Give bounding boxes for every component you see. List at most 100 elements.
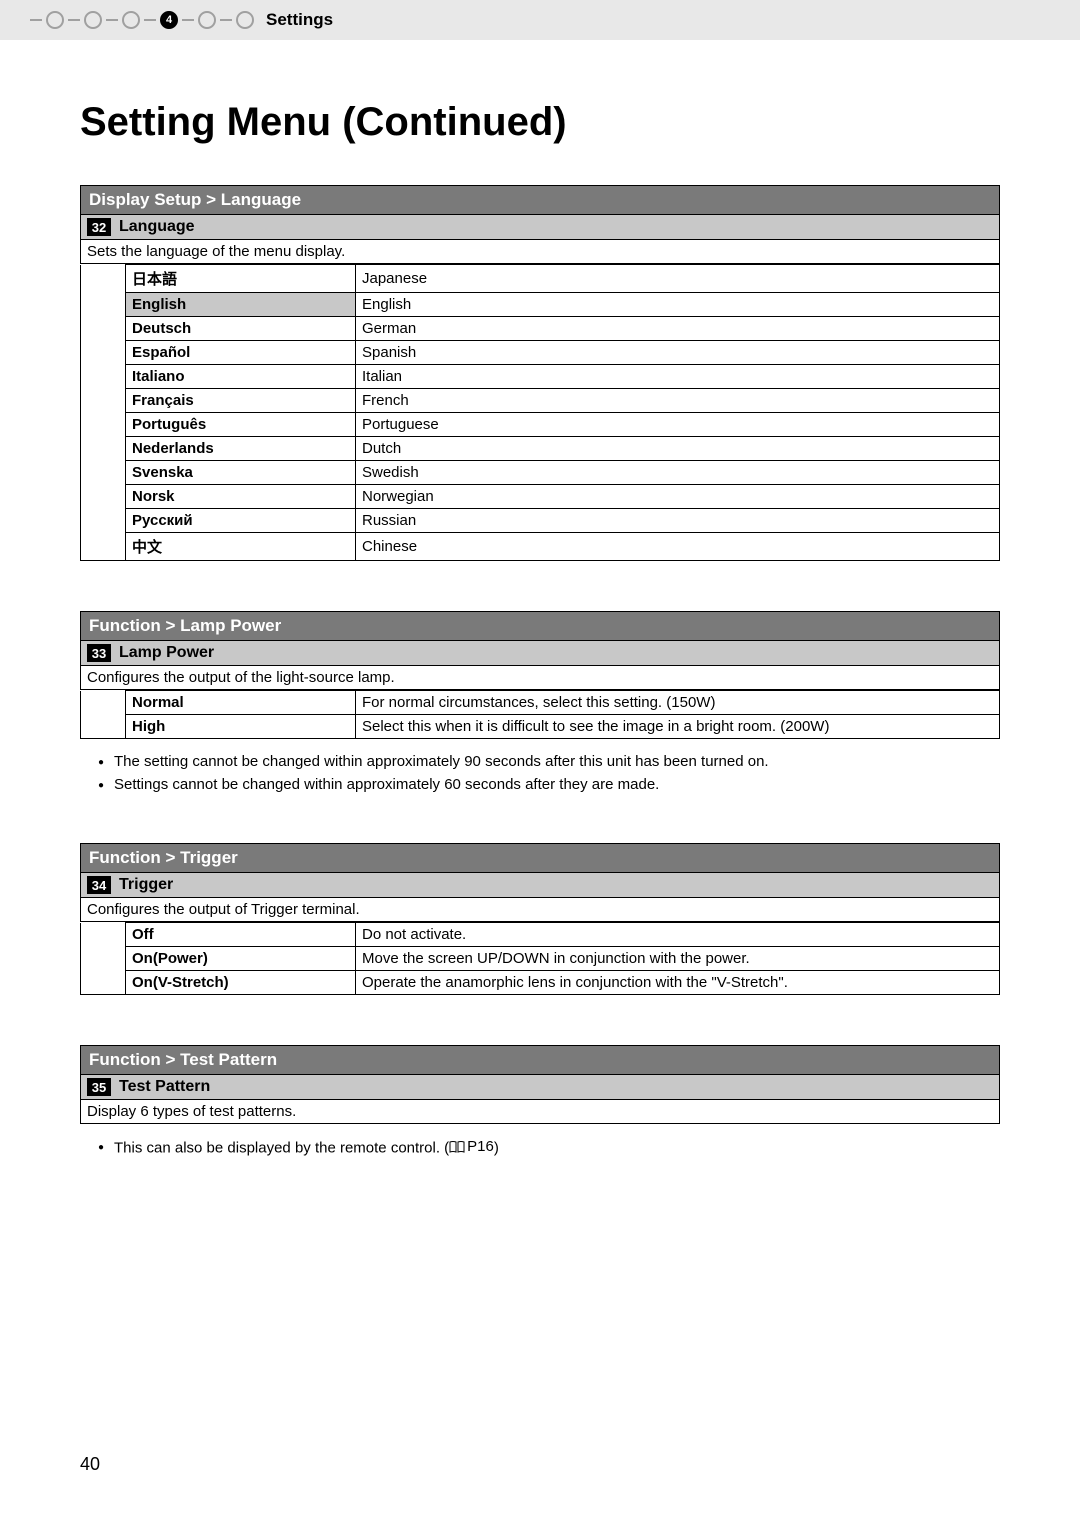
page-reference: P16 (449, 1138, 494, 1155)
table-row: On(V-Stretch)Operate the anamorphic lens… (81, 971, 1000, 995)
table-row: NormalFor normal circumstances, select t… (81, 691, 1000, 715)
option-name: Português (126, 413, 356, 437)
note-item: The setting cannot be changed within app… (98, 753, 1000, 770)
section-subheader: 34Trigger (80, 873, 1000, 898)
pager-step-4-current: 4 (160, 11, 178, 29)
page-number: 40 (80, 1454, 100, 1475)
section-subheader: 33 Lamp Power (80, 641, 1000, 666)
spacer-cell (81, 317, 126, 341)
item-number-badge: 35 (87, 1078, 111, 1096)
option-description: Norwegian (356, 485, 1000, 509)
options-table: OffDo not activate.On(Power)Move the scr… (80, 922, 1000, 995)
spacer-cell (81, 389, 126, 413)
options-table: 日本語JapaneseEnglishEnglishDeutschGermanEs… (80, 264, 1000, 561)
item-name: Test Pattern (119, 1078, 210, 1096)
option-name: Русский (126, 509, 356, 533)
pager-step-3 (122, 11, 140, 29)
pager-step-1 (46, 11, 64, 29)
option-name: 中文 (126, 533, 356, 561)
option-description: Select this when it is difficult to see … (356, 715, 1000, 739)
spacer-cell (81, 533, 126, 561)
spacer-cell (81, 947, 126, 971)
option-name: 日本語 (126, 265, 356, 293)
option-description: German (356, 317, 1000, 341)
note-text: This can also be displayed by the remote… (114, 1140, 449, 1157)
pager-step-5 (198, 11, 216, 29)
section-breadcrumb: Display Setup > Language (80, 185, 1000, 215)
option-description: Portuguese (356, 413, 1000, 437)
pager-step-2 (84, 11, 102, 29)
option-description: Japanese (356, 265, 1000, 293)
pager-line (220, 19, 232, 21)
spacer-cell (81, 715, 126, 739)
option-description: Do not activate. (356, 923, 1000, 947)
option-name: Español (126, 341, 356, 365)
section-breadcrumb: Function > Test Pattern (80, 1045, 1000, 1075)
table-row: HighSelect this when it is difficult to … (81, 715, 1000, 739)
option-name: Français (126, 389, 356, 413)
note-item: Settings cannot be changed within approx… (98, 776, 1000, 793)
spacer-cell (81, 341, 126, 365)
table-row: РусскийRussian (81, 509, 1000, 533)
spacer-cell (81, 971, 126, 995)
setting-section: Function > Trigger34TriggerConfigures th… (80, 843, 1000, 995)
note-item: This can also be displayed by the remote… (98, 1138, 1000, 1157)
option-description: Operate the anamorphic lens in conjuncti… (356, 971, 1000, 995)
option-name: Svenska (126, 461, 356, 485)
table-row: PortuguêsPortuguese (81, 413, 1000, 437)
spacer-cell (81, 461, 126, 485)
option-name: Off (126, 923, 356, 947)
table-row: DeutschGerman (81, 317, 1000, 341)
table-row: 中文Chinese (81, 533, 1000, 561)
option-name: Italiano (126, 365, 356, 389)
table-row: 日本語Japanese (81, 265, 1000, 293)
option-description: For normal circumstances, select this se… (356, 691, 1000, 715)
header-section-label: Settings (266, 10, 333, 30)
option-description: Swedish (356, 461, 1000, 485)
section-breadcrumb: Function > Lamp Power (80, 611, 1000, 641)
option-description: Chinese (356, 533, 1000, 561)
item-number-badge: 33 (87, 644, 111, 662)
option-name: High (126, 715, 356, 739)
table-row: On(Power)Move the screen UP/DOWN in conj… (81, 947, 1000, 971)
item-number-badge: 32 (87, 218, 111, 236)
table-row: NederlandsDutch (81, 437, 1000, 461)
options-table: NormalFor normal circumstances, select t… (80, 690, 1000, 739)
notes-list: The setting cannot be changed within app… (98, 753, 1000, 793)
content-area: Setting Menu (Continued) Display Setup >… (0, 40, 1080, 1157)
page-header: 4 Settings (0, 0, 1080, 40)
option-description: Dutch (356, 437, 1000, 461)
setting-section: Function > Test Pattern 35 Test Pattern Dis… (80, 1045, 1000, 1157)
note-text-suffix: ) (494, 1140, 499, 1157)
section-description: Display 6 types of test patterns. (80, 1100, 1000, 1124)
section-description: Configures the output of Trigger termina… (80, 898, 1000, 922)
setting-section: Function > Lamp Power 33 Lamp Power Configu… (80, 611, 1000, 793)
page-title: Setting Menu (Continued) (80, 100, 1000, 145)
pager-line (30, 19, 42, 21)
section-description: Configures the output of the light-sourc… (80, 666, 1000, 690)
setting-section: Display Setup > Language 32 Language Sets t… (80, 185, 1000, 561)
item-name: Lamp Power (119, 644, 214, 662)
section-description: Sets the language of the menu display. (80, 240, 1000, 264)
option-description: English (356, 293, 1000, 317)
option-name: Deutsch (126, 317, 356, 341)
item-name: Language (119, 218, 195, 236)
option-name: Norsk (126, 485, 356, 509)
option-description: Move the screen UP/DOWN in conjunction w… (356, 947, 1000, 971)
spacer-cell (81, 265, 126, 293)
spacer-cell (81, 293, 126, 317)
table-row: ItalianoItalian (81, 365, 1000, 389)
spacer-cell (81, 413, 126, 437)
spacer-cell (81, 923, 126, 947)
book-icon (449, 1141, 465, 1153)
option-name: On(V-Stretch) (126, 971, 356, 995)
table-row: SvenskaSwedish (81, 461, 1000, 485)
option-name: Normal (126, 691, 356, 715)
option-description: French (356, 389, 1000, 413)
pager-line (68, 19, 80, 21)
option-name: On(Power) (126, 947, 356, 971)
step-pager: 4 (30, 11, 254, 29)
option-name: English (126, 293, 356, 317)
table-row: OffDo not activate. (81, 923, 1000, 947)
pager-line (182, 19, 194, 21)
